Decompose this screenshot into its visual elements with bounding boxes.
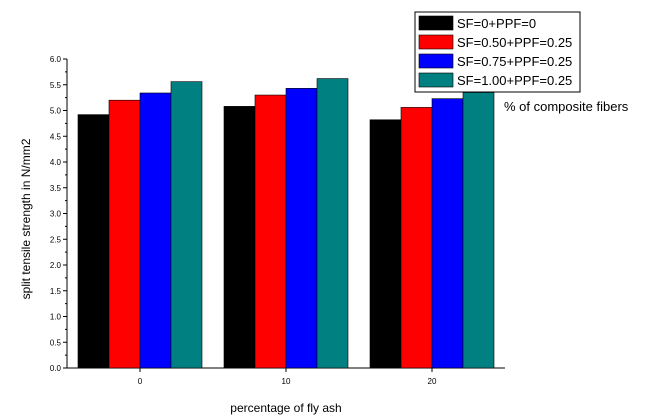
legend-swatch (418, 53, 454, 69)
bar (316, 78, 349, 369)
y-tick-label: 3.0 (50, 210, 62, 219)
y-tick-label: 0.0 (50, 364, 62, 373)
y-tick-label: 4.0 (50, 158, 62, 167)
legend-label: SF=0.50+PPF=0.25 (457, 35, 572, 50)
y-tick-label: 5.5 (50, 81, 62, 90)
bar (431, 98, 464, 369)
x-axis-title: percentage of fly ash (230, 401, 341, 415)
legend-swatch (418, 15, 454, 31)
bar (139, 92, 172, 369)
legend-note: % of composite fibers (504, 99, 629, 114)
y-tick-label: 2.0 (50, 261, 62, 270)
bar (170, 81, 203, 369)
x-tick-label: 10 (282, 377, 291, 386)
bar (77, 114, 110, 369)
bar (285, 88, 318, 369)
bar (254, 94, 287, 369)
bar (369, 119, 402, 369)
legend-label: SF=0+PPF=0 (457, 16, 536, 31)
legend-label: SF=1.00+PPF=0.25 (457, 73, 572, 88)
y-axis: 0.0 0.5 1.0 1.5 2.0 2.5 3.0 3.5 4.0 4.5 5.0 5.5 6.0 (50, 55, 67, 373)
y-tick-label: 1.0 (50, 313, 62, 322)
x-axis: 0 10 20 (138, 368, 437, 386)
x-tick-label: 20 (428, 377, 437, 386)
bar (462, 92, 495, 369)
legend-swatch (418, 72, 454, 88)
y-axis-title: split tensile strength in N/mm2 (19, 138, 33, 299)
bar (400, 107, 433, 369)
x-tick-label: 0 (138, 377, 143, 386)
legend: SF=0+PPF=0 SF=0.50+PPF=0.25 SF=0.75+PPF=0.… (414, 11, 581, 93)
y-tick-label: 4.5 (50, 132, 62, 141)
legend-label: SF=0.75+PPF=0.25 (457, 54, 572, 69)
y-tick-label: 5.0 (50, 107, 62, 116)
y-tick-label: 0.5 (50, 338, 62, 347)
bars-group (77, 78, 495, 369)
y-tick-label: 6.0 (50, 55, 62, 64)
y-tick-label: 2.5 (50, 235, 62, 244)
legend-swatch (418, 34, 454, 50)
y-tick-label: 3.5 (50, 184, 62, 193)
y-tick-label: 1.5 (50, 287, 62, 296)
bar (223, 106, 256, 369)
bar (108, 99, 141, 369)
